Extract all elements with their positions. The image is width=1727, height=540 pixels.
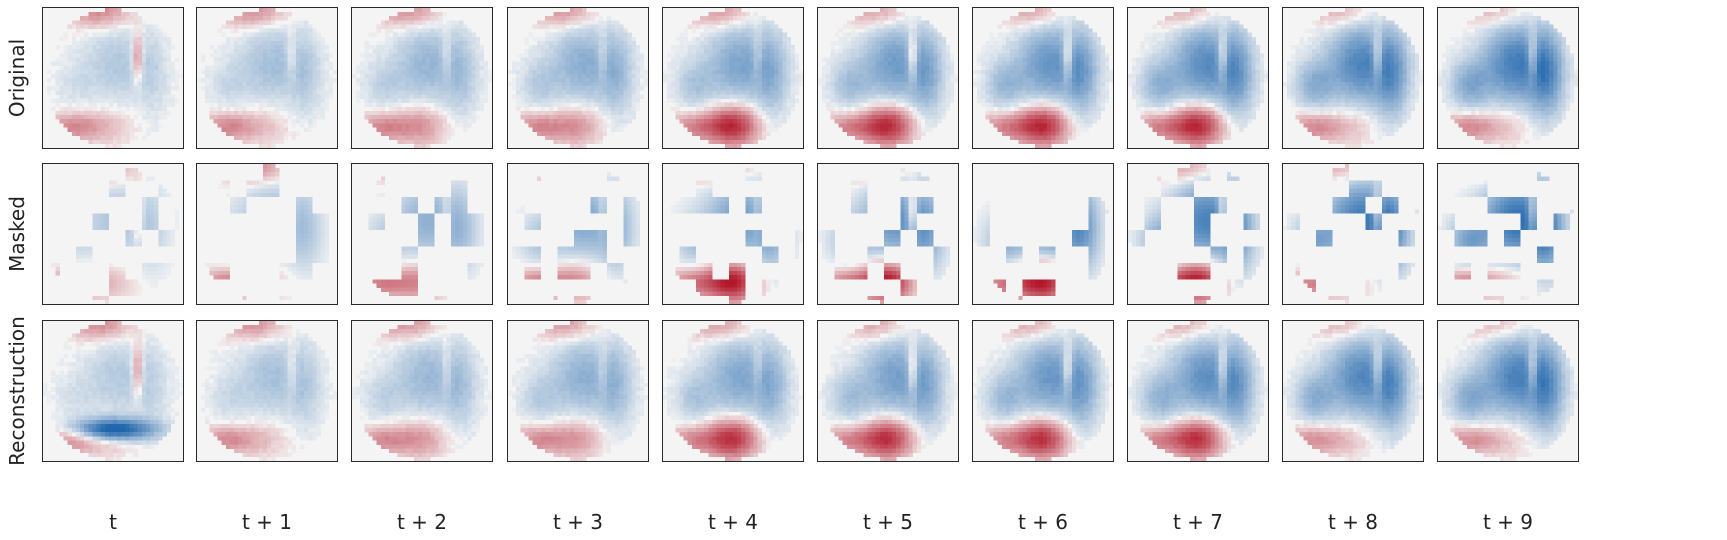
column-label: t + 5 bbox=[862, 510, 914, 534]
heatmap-panel bbox=[1127, 7, 1269, 149]
heatmap-image bbox=[671, 168, 803, 304]
heatmap-panel bbox=[196, 7, 338, 149]
heatmap-panel bbox=[351, 320, 493, 462]
heatmap-panel bbox=[1127, 163, 1269, 305]
column-label: t + 4 bbox=[707, 510, 759, 534]
heatmap-panel bbox=[1282, 320, 1424, 462]
heatmap-image bbox=[663, 8, 803, 148]
heatmap-image bbox=[1438, 8, 1578, 148]
heatmap-panel bbox=[1437, 163, 1579, 305]
heatmap-panel bbox=[351, 163, 493, 305]
heatmap-image bbox=[973, 196, 1110, 301]
heatmap-panel bbox=[662, 320, 804, 462]
heatmap-image bbox=[1128, 321, 1268, 461]
heatmap-panel bbox=[507, 7, 649, 149]
heatmap-panel bbox=[1127, 320, 1269, 462]
column-label: t + 6 bbox=[1017, 510, 1069, 534]
heatmap-image bbox=[1438, 172, 1575, 304]
heatmap-panel bbox=[817, 320, 959, 462]
row-label-masked: Masked bbox=[0, 163, 34, 305]
heatmap-panel bbox=[1437, 7, 1579, 149]
heatmap-panel bbox=[351, 7, 493, 149]
heatmap-panel bbox=[817, 7, 959, 149]
heatmap-image bbox=[205, 164, 330, 301]
heatmap-image bbox=[1283, 8, 1423, 148]
heatmap-panel bbox=[42, 7, 184, 149]
heatmap-panel bbox=[972, 163, 1114, 305]
row-label-text: Original bbox=[5, 38, 30, 118]
heatmap-panel bbox=[817, 163, 959, 305]
heatmap-image bbox=[1283, 164, 1420, 304]
heatmap-image bbox=[47, 8, 183, 148]
heatmap-image bbox=[1128, 164, 1265, 304]
heatmap-image bbox=[508, 8, 648, 148]
heatmap-image bbox=[663, 321, 803, 461]
heatmap-panel bbox=[42, 320, 184, 462]
column-label: t + 9 bbox=[1482, 510, 1534, 534]
heatmap-panel bbox=[662, 163, 804, 305]
heatmap-image bbox=[973, 321, 1113, 461]
column-label: t + 8 bbox=[1327, 510, 1379, 534]
column-label: t + 7 bbox=[1172, 510, 1224, 534]
column-label: t bbox=[109, 510, 117, 534]
column-label: t + 2 bbox=[396, 510, 448, 534]
heatmap-panel bbox=[972, 7, 1114, 149]
heatmap-image bbox=[197, 8, 337, 148]
heatmap-panel bbox=[507, 163, 649, 305]
heatmap-image bbox=[818, 321, 958, 461]
heatmap-image bbox=[818, 8, 958, 148]
heatmap-image bbox=[368, 176, 485, 301]
row-label-reconstruction: Reconstruction bbox=[0, 316, 34, 466]
row-label-text: Reconstruction bbox=[5, 316, 29, 466]
heatmap-image bbox=[512, 172, 641, 304]
heatmap-image bbox=[201, 321, 337, 461]
heatmap-panel bbox=[972, 320, 1114, 462]
heatmap-panel bbox=[42, 163, 184, 305]
heatmap-panel bbox=[1282, 163, 1424, 305]
heatmap-panel bbox=[1437, 320, 1579, 462]
heatmap-panel bbox=[662, 7, 804, 149]
heatmap-image bbox=[818, 168, 951, 304]
heatmap-image bbox=[508, 321, 648, 461]
row-label-original: Original bbox=[0, 7, 34, 149]
heatmap-image bbox=[1438, 321, 1578, 461]
heatmap-image bbox=[352, 8, 492, 148]
row-label-text: Masked bbox=[5, 196, 29, 272]
heatmap-image bbox=[352, 321, 492, 461]
heatmap-image bbox=[973, 8, 1113, 148]
heatmap-image bbox=[1128, 8, 1268, 148]
heatmap-panel bbox=[196, 320, 338, 462]
heatmap-panel bbox=[196, 163, 338, 305]
column-label: t + 3 bbox=[552, 510, 604, 534]
column-label: t + 1 bbox=[241, 510, 293, 534]
heatmap-image bbox=[43, 321, 183, 461]
heatmap-panel bbox=[1282, 7, 1424, 149]
heatmap-panel bbox=[507, 320, 649, 462]
heatmap-image bbox=[1283, 321, 1423, 461]
heatmap-image bbox=[51, 168, 180, 304]
